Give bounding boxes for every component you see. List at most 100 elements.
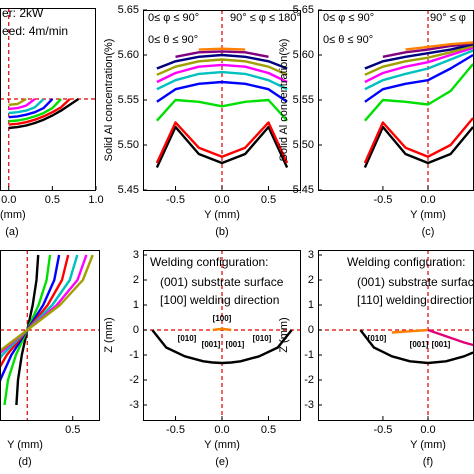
data-line bbox=[391, 328, 429, 334]
data-line bbox=[198, 47, 246, 51]
annotation: [001] bbox=[202, 340, 221, 349]
annotation: [001] bbox=[226, 340, 245, 349]
annotation: (001) substrate surface bbox=[357, 275, 474, 289]
data-line bbox=[8, 98, 36, 111]
y-tick-label: 5.45 bbox=[293, 184, 314, 196]
x-tick-label: 0.5 bbox=[45, 194, 60, 206]
panel-plot bbox=[0, 250, 100, 420]
data-line bbox=[8, 97, 27, 106]
y-tick-label: 0 bbox=[308, 324, 314, 336]
data-line bbox=[8, 98, 71, 126]
x-tick-label: 0.0 bbox=[1, 194, 16, 206]
annotation: 90° ≤ φ bbox=[430, 12, 466, 24]
panel-label: (b) bbox=[215, 226, 228, 238]
x-axis-title: (mm) bbox=[0, 209, 26, 221]
annotation: eed: 4m/min bbox=[2, 24, 68, 38]
panel-label: (d) bbox=[18, 456, 31, 468]
annotation: Welding configuration: bbox=[150, 255, 269, 269]
x-axis-title: Y (mm) bbox=[410, 439, 446, 451]
annotation: [010] bbox=[253, 334, 272, 343]
y-tick-label: 1 bbox=[133, 299, 139, 311]
data-line bbox=[156, 53, 288, 70]
data-line bbox=[363, 125, 474, 168]
data-line bbox=[155, 125, 289, 169]
y-tick-label: 5.45 bbox=[118, 184, 139, 196]
annotation: [100] bbox=[213, 314, 232, 323]
x-tick-label: 0.0 bbox=[214, 194, 229, 206]
y-axis-title: Z (mm) bbox=[278, 317, 290, 352]
panel-plot bbox=[143, 250, 301, 420]
x-tick-label: 0.0 bbox=[214, 424, 229, 436]
y-tick-label: 5.60 bbox=[293, 49, 314, 61]
data-line bbox=[156, 80, 288, 103]
y-axis-title: Solid Al concentration(%) bbox=[278, 39, 290, 162]
data-line bbox=[405, 41, 474, 51]
panel-label: (a) bbox=[5, 226, 18, 238]
y-tick-label: 5.60 bbox=[118, 49, 139, 61]
data-line bbox=[359, 329, 474, 365]
x-tick-label: 0.0 bbox=[420, 194, 435, 206]
y-tick-label: 5.55 bbox=[118, 94, 139, 106]
data-line bbox=[155, 121, 289, 164]
annotation: [100] welding direction bbox=[160, 293, 279, 307]
data-line bbox=[364, 44, 474, 76]
panel-plot bbox=[0, 8, 96, 190]
data-line bbox=[8, 98, 54, 119]
data-line bbox=[212, 327, 232, 332]
data-line bbox=[8, 98, 80, 130]
y-tick-label: 3 bbox=[133, 249, 139, 261]
y-tick-label: -2 bbox=[304, 374, 314, 386]
annotation: [001] bbox=[432, 340, 451, 349]
y-axis-title: Solid Al concentration(%) bbox=[103, 39, 115, 162]
annotation: 0≤ θ ≤ 90° bbox=[148, 34, 198, 46]
y-tick-label: 5.55 bbox=[293, 94, 314, 106]
x-tick-label: 0.5 bbox=[261, 424, 276, 436]
x-axis-title: Y (mm) bbox=[7, 439, 43, 451]
panel-plot bbox=[318, 250, 474, 420]
data-line bbox=[0, 254, 94, 353]
axes-frame bbox=[0, 250, 100, 421]
annotation: 0≤ θ ≤ 90° bbox=[323, 34, 373, 46]
y-tick-label: -1 bbox=[129, 349, 139, 361]
y-tick-label: -3 bbox=[129, 399, 139, 411]
annotation: (001) substrate surface bbox=[160, 275, 284, 289]
data-line bbox=[427, 328, 474, 347]
annotation: 0≤ φ ≤ 90° bbox=[323, 12, 374, 24]
data-line bbox=[156, 70, 288, 91]
axes-frame bbox=[0, 8, 96, 191]
y-axis-title: Z (mm) bbox=[103, 317, 115, 352]
y-tick-label: -3 bbox=[304, 399, 314, 411]
annotation: 90° ≤ φ ≤ 180° bbox=[230, 12, 301, 24]
y-tick-label: 5.50 bbox=[293, 139, 314, 151]
y-tick-label: 2 bbox=[308, 274, 314, 286]
annotation: Welding configuration: bbox=[347, 255, 466, 269]
x-tick-label: -0.5 bbox=[166, 194, 185, 206]
x-axis-title: Y (mm) bbox=[204, 439, 240, 451]
annotation: [001] bbox=[410, 340, 429, 349]
annotation: [010] bbox=[178, 334, 197, 343]
x-tick-label: -0.5 bbox=[166, 424, 185, 436]
annotation: er: 2kW bbox=[2, 6, 44, 20]
data-line bbox=[363, 63, 474, 122]
x-axis-title: Y (mm) bbox=[410, 209, 446, 221]
x-tick-label: 0.5 bbox=[261, 194, 276, 206]
x-tick-label: 1.0 bbox=[88, 194, 103, 206]
panel-label: (c) bbox=[422, 226, 435, 238]
data-line bbox=[151, 329, 293, 365]
annotation: [110] welding direction bbox=[357, 293, 474, 307]
x-tick-label: -0.5 bbox=[373, 424, 392, 436]
data-line bbox=[156, 63, 288, 84]
data-line bbox=[364, 46, 474, 84]
annotation: 0≤ φ ≤ 90° bbox=[148, 12, 199, 24]
x-tick-label: 0.5 bbox=[65, 424, 80, 436]
y-tick-label: 2 bbox=[133, 274, 139, 286]
axes-frame bbox=[143, 250, 301, 421]
data-line bbox=[382, 42, 474, 58]
y-tick-label: -1 bbox=[304, 349, 314, 361]
x-tick-label: 0.0 bbox=[420, 424, 435, 436]
y-tick-label: 1 bbox=[308, 299, 314, 311]
data-line bbox=[364, 43, 474, 70]
data-line bbox=[364, 53, 474, 103]
y-tick-label: 5.50 bbox=[118, 139, 139, 151]
